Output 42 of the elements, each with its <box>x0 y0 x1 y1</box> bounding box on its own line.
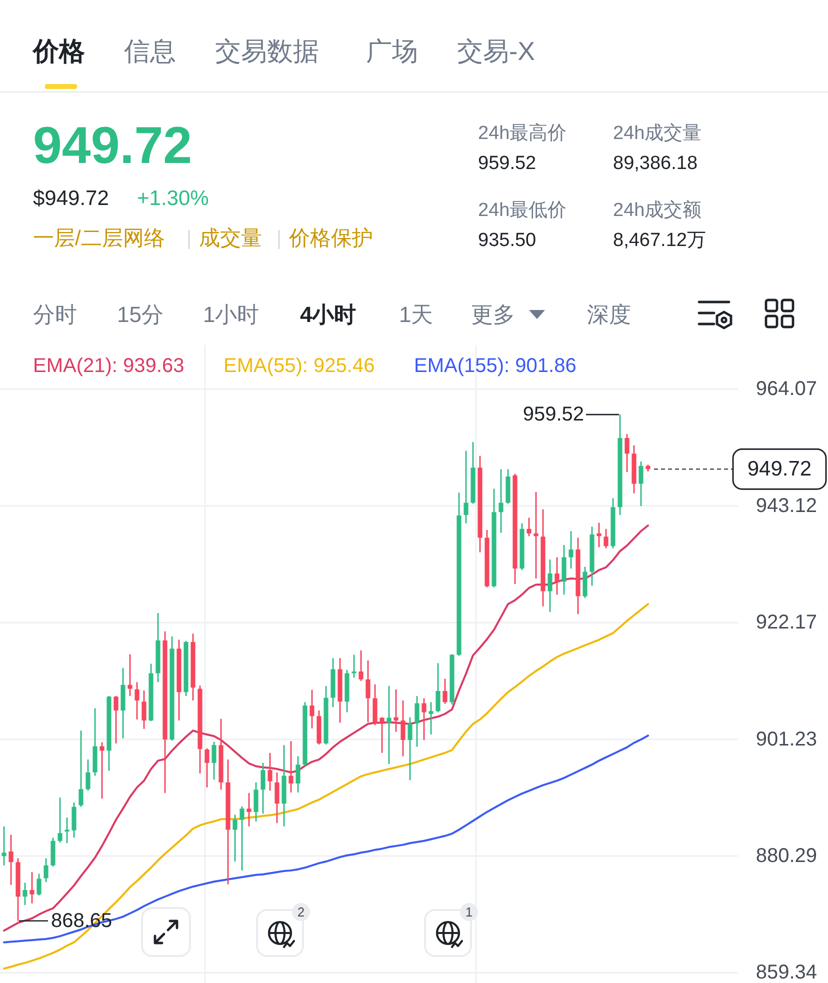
text: 89,386.18 <box>613 153 698 174</box>
text: 1天 <box>399 302 434 327</box>
text: 广场 <box>366 36 418 66</box>
y-tick-label: 964.07 <box>756 378 817 400</box>
line-series <box>3 734 649 944</box>
text: 949.72 <box>33 117 192 175</box>
text: 成交量 <box>199 227 262 250</box>
annotation: 959.52 <box>522 404 584 426</box>
y-tick-label: 943.12 <box>756 494 817 517</box>
text: 24h成交额 <box>613 199 702 221</box>
text: 4小时 <box>300 302 356 327</box>
y-tick-label: 880.29 <box>756 845 817 868</box>
text: 价格 <box>32 36 85 66</box>
text: EMA(21): 939.63 <box>33 355 184 377</box>
annotation: 2 <box>297 904 305 920</box>
y-tick-label: 901.23 <box>756 728 817 750</box>
text: 959.52 <box>478 153 536 174</box>
text: 价格保护 <box>288 227 373 250</box>
text: 一层/二层网络 <box>33 227 165 250</box>
text: 交易-X <box>457 36 535 66</box>
text: 15分 <box>117 302 164 327</box>
text: 24h最低价 <box>478 200 567 221</box>
ref-line-label: 949.72 <box>747 458 812 481</box>
text: +1.30% <box>137 187 209 210</box>
text: 信息 <box>124 36 176 66</box>
line-series <box>3 524 649 932</box>
text: 24h最高价 <box>478 122 567 144</box>
text: 分时 <box>33 302 77 327</box>
text: EMA(155): 901.86 <box>414 355 576 377</box>
text: $949.72 <box>33 187 109 210</box>
text: 24h成交量 <box>613 122 702 144</box>
text: 8,467.12万 <box>613 230 706 251</box>
text: 深度 <box>587 302 631 327</box>
y-tick-label: 922.17 <box>756 612 817 634</box>
text: 更多 <box>471 302 515 327</box>
text: EMA(55): 925.46 <box>224 355 375 377</box>
line-series <box>3 603 649 970</box>
text: 935.50 <box>478 230 536 251</box>
text: 1小时 <box>203 302 260 327</box>
text: 交易数据 <box>215 36 319 66</box>
annotation: 1 <box>465 904 473 920</box>
y-tick-label: 859.34 <box>756 962 817 983</box>
